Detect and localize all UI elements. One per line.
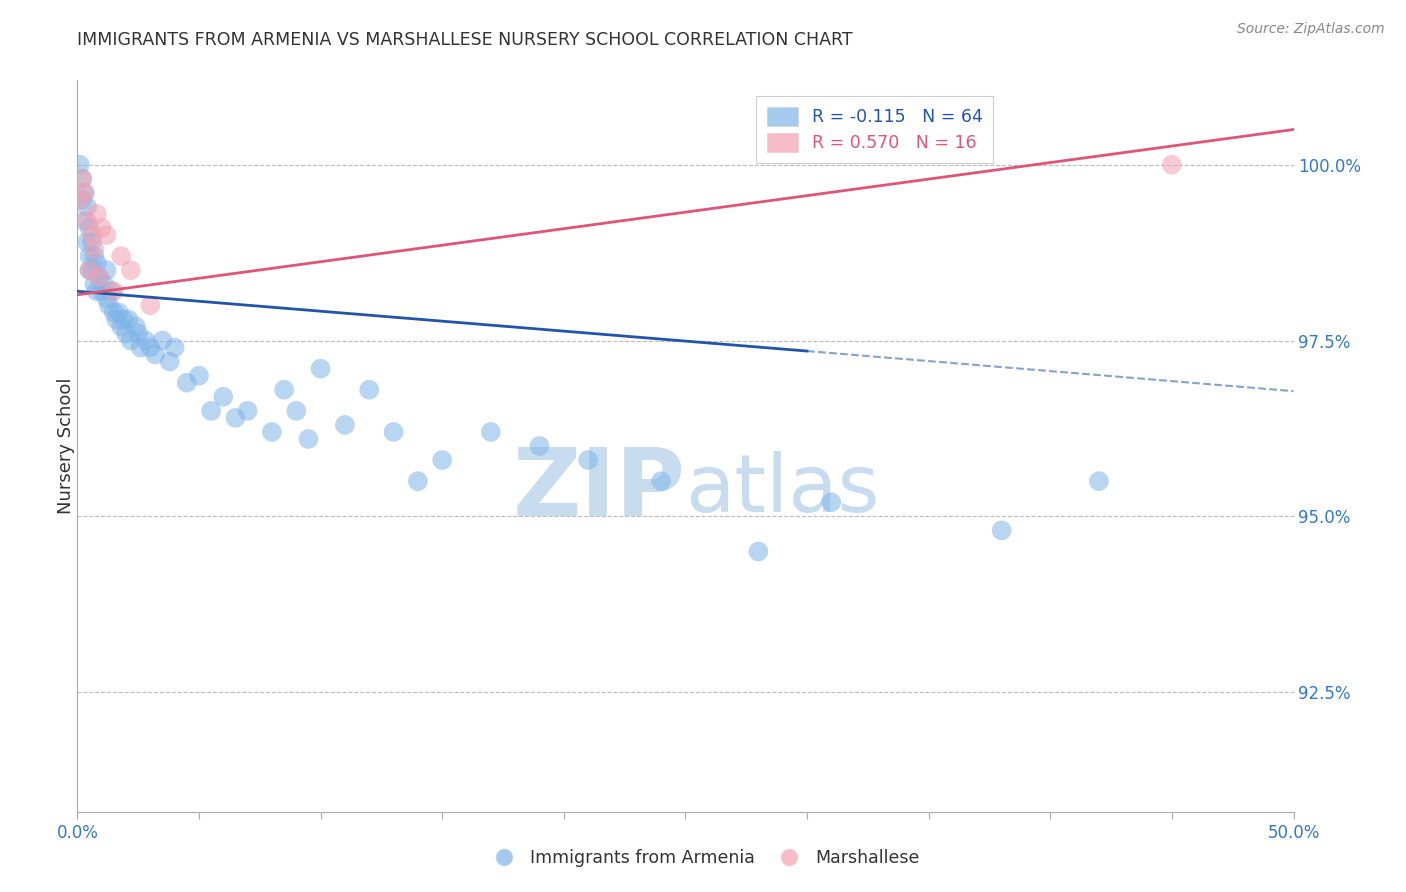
Point [103, 305, 125, 319]
Point [80, 227, 103, 242]
Point [105, 312, 128, 326]
Point [139, 298, 162, 312]
Legend: Immigrants from Armenia, Marshallese: Immigrants from Armenia, Marshallese [479, 843, 927, 874]
Point [107, 305, 129, 319]
Point [97, 298, 120, 312]
Point [103, 285, 125, 299]
Point [143, 348, 166, 362]
Point [152, 334, 174, 348]
Point [80, 263, 103, 277]
Point [129, 341, 152, 355]
Point [127, 326, 149, 341]
Point [285, 404, 308, 418]
Point [79, 263, 101, 277]
Point [80, 235, 103, 249]
Point [96, 291, 118, 305]
Point [69, 193, 91, 207]
Point [90, 221, 112, 235]
Point [820, 495, 842, 509]
Point [200, 404, 222, 418]
Point [89, 270, 111, 285]
Point [70, 171, 93, 186]
Point [139, 341, 162, 355]
Point [125, 319, 148, 334]
Point [529, 439, 551, 453]
Point [93, 277, 115, 292]
Text: IMMIGRANTS FROM ARMENIA VS MARSHALLESE NURSERY SCHOOL CORRELATION CHART: IMMIGRANTS FROM ARMENIA VS MARSHALLESE N… [77, 31, 853, 49]
Point [115, 326, 138, 341]
Point [110, 249, 132, 263]
Point [236, 404, 259, 418]
Point [76, 214, 98, 228]
Point [1088, 474, 1111, 488]
Text: ZIP: ZIP [513, 444, 686, 536]
Point [309, 361, 332, 376]
Point [89, 270, 111, 285]
Point [163, 341, 186, 355]
Point [70, 171, 93, 186]
Point [90, 285, 112, 299]
Point [73, 186, 96, 200]
Point [70, 193, 93, 207]
Point [83, 242, 105, 256]
Point [86, 256, 108, 270]
Point [76, 200, 98, 214]
Point [406, 474, 429, 488]
Point [110, 319, 132, 334]
Point [86, 207, 108, 221]
Point [120, 334, 142, 348]
Point [83, 249, 105, 263]
Point [83, 277, 105, 292]
Point [576, 453, 599, 467]
Point [159, 354, 181, 368]
Point [224, 410, 246, 425]
Point [359, 383, 381, 397]
Point [747, 544, 769, 558]
Point [73, 186, 96, 200]
Point [69, 158, 91, 172]
Point [382, 425, 405, 439]
Point [650, 474, 672, 488]
Point [79, 263, 101, 277]
Point [260, 425, 283, 439]
Point [176, 376, 198, 390]
Point [212, 390, 235, 404]
Point [96, 227, 118, 242]
Point [134, 334, 156, 348]
Point [188, 368, 211, 383]
Point [76, 235, 98, 249]
Point [120, 263, 142, 277]
Point [117, 312, 139, 326]
Point [273, 383, 295, 397]
Point [96, 263, 118, 277]
Point [297, 432, 319, 446]
Y-axis label: Nursery School: Nursery School [58, 377, 75, 515]
Point [86, 285, 108, 299]
Text: Source: ZipAtlas.com: Source: ZipAtlas.com [1237, 22, 1385, 37]
Text: atlas: atlas [686, 450, 880, 529]
Point [479, 425, 502, 439]
Point [79, 221, 101, 235]
Point [1161, 158, 1184, 172]
Point [112, 312, 135, 326]
Point [333, 417, 356, 432]
Point [990, 524, 1012, 538]
Point [79, 249, 101, 263]
Point [100, 285, 122, 299]
Point [432, 453, 454, 467]
Legend: R = -0.115   N = 64, R = 0.570   N = 16: R = -0.115 N = 64, R = 0.570 N = 16 [756, 96, 993, 162]
Point [73, 214, 96, 228]
